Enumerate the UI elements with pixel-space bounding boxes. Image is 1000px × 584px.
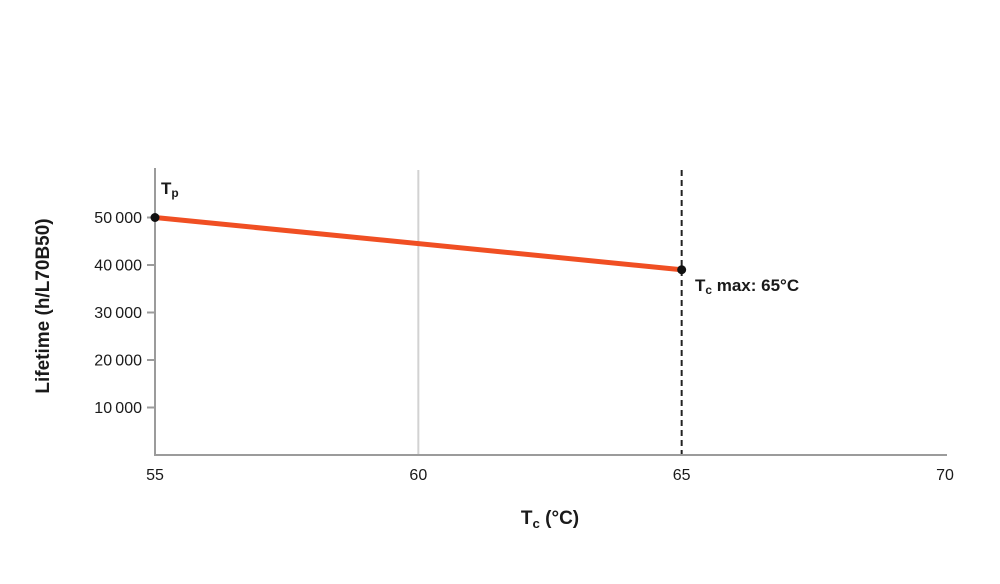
x-tick-label: 65 [673,467,691,484]
annotation-tc-max-rest: max: 65°C [712,276,800,295]
x-tick-label: 60 [409,467,427,484]
x-axis-title-sub: c [532,515,540,531]
data-point [150,213,160,222]
x-axis-title: Tc (°C) [521,508,579,530]
y-axis-title: Lifetime (h/L70B50) [33,218,54,394]
y-tick-label: 40 000 [94,258,142,275]
annotation-tp: Tp [161,179,179,199]
x-axis-title-main: T [520,508,533,529]
annotation-tc-max-main: T [695,276,706,295]
annotation-tp-sub: p [171,186,179,201]
annotation-tc-max: Tc max: 65°C [695,276,799,296]
y-tick-label: 30 000 [94,305,142,322]
x-tick-label: 55 [146,467,164,484]
y-tick-label: 10 000 [94,400,142,417]
lifetime-line [152,215,685,273]
annotation-tp-main: T [161,179,172,198]
y-tick-label: 50 000 [94,210,142,227]
x-axis-title-rest: (°C) [539,508,580,529]
annotation-tc-max-sub: c [705,283,713,298]
x-tick-label: 70 [936,467,954,484]
data-point [677,265,687,275]
y-tick-label: 20 000 [94,353,142,370]
